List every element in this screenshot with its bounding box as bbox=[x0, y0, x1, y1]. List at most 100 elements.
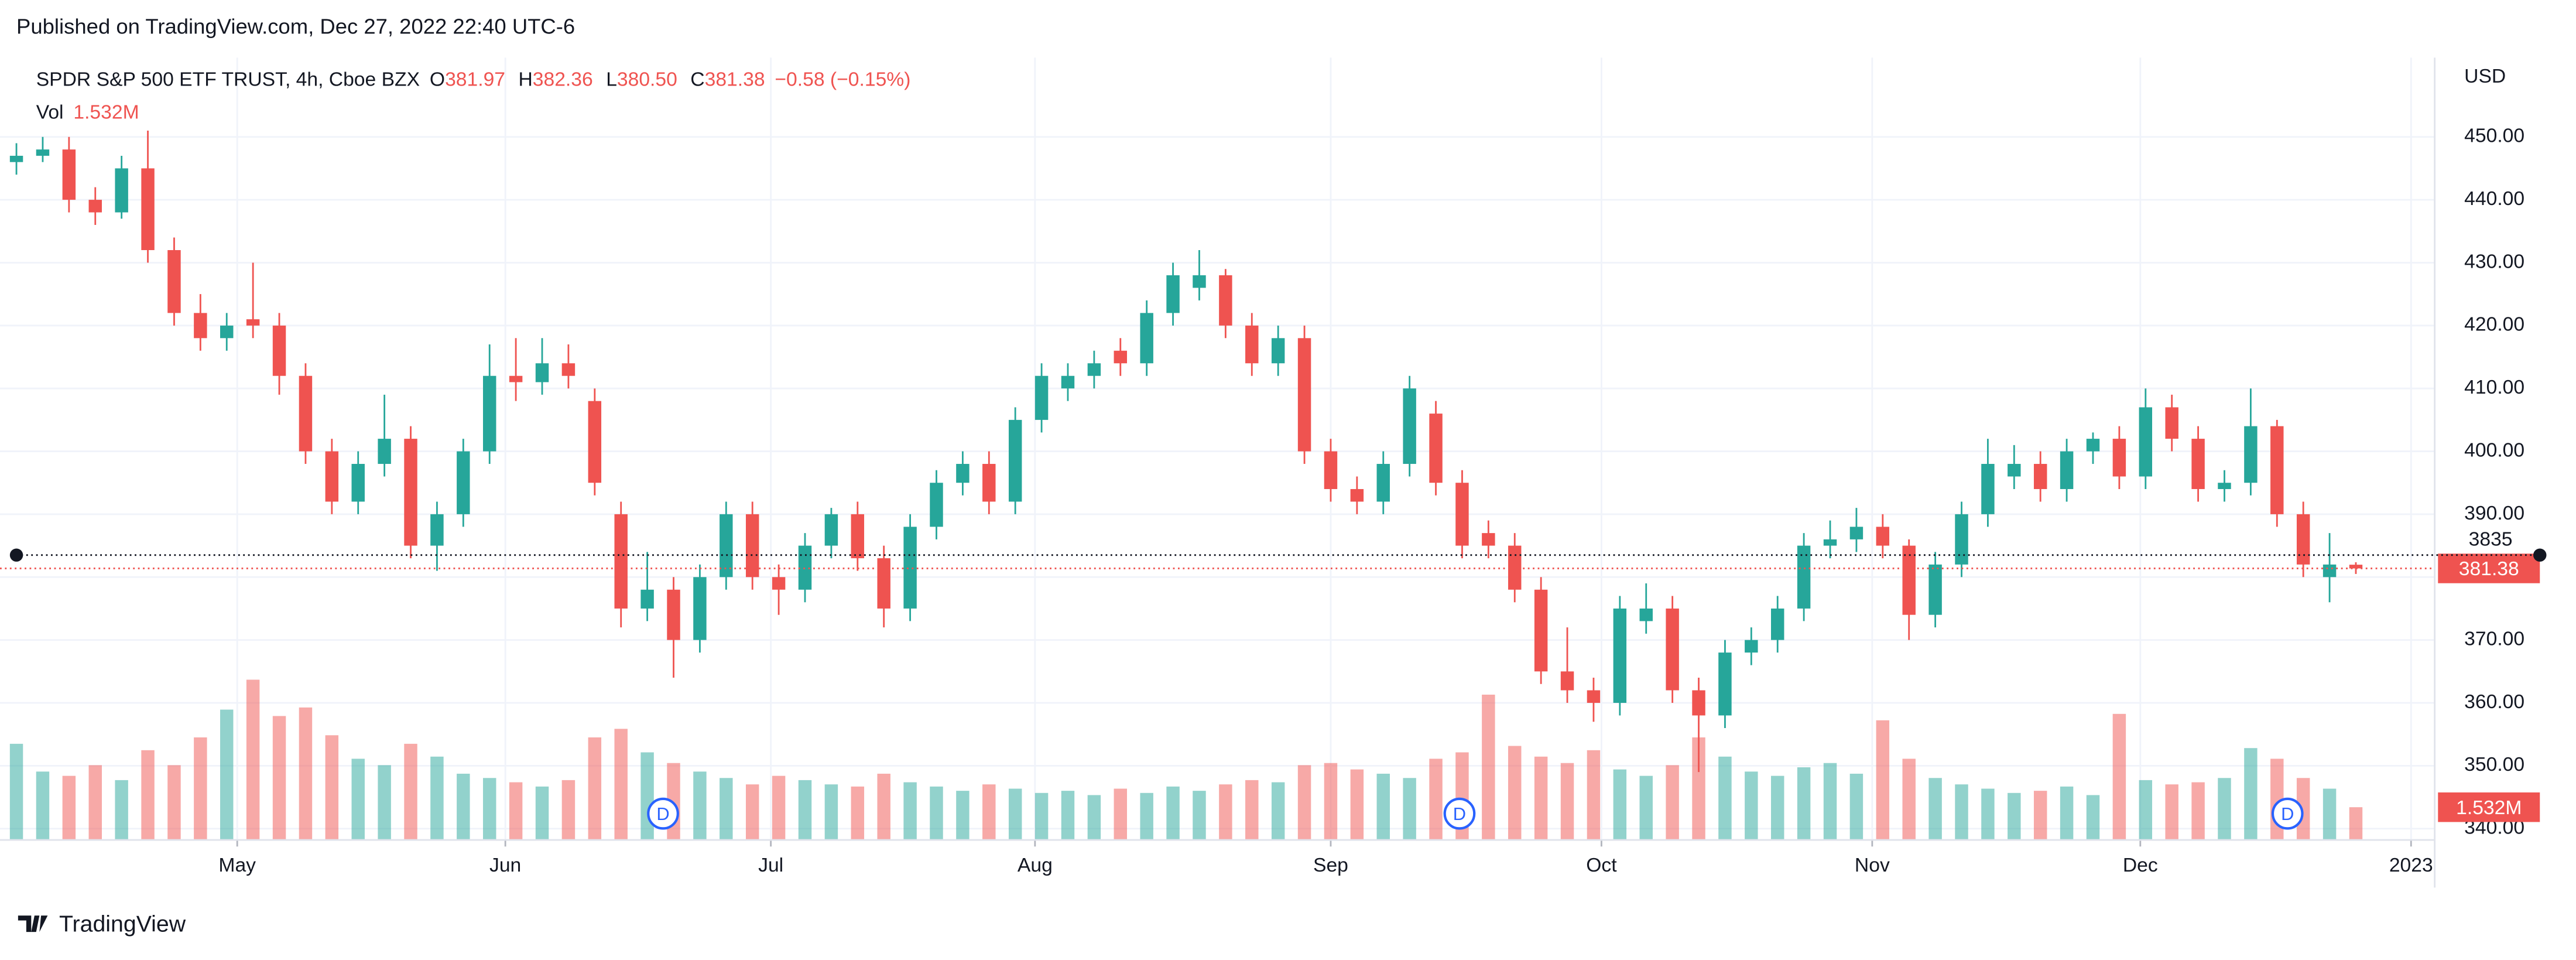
volume-bar bbox=[1219, 784, 1232, 841]
volume-bar bbox=[62, 775, 76, 841]
candle-body bbox=[1902, 545, 1916, 615]
volume-bar bbox=[272, 716, 286, 841]
volume-bar bbox=[325, 735, 339, 841]
volume-bar bbox=[1587, 750, 1601, 841]
volume-bar bbox=[1114, 788, 1127, 841]
candle-body bbox=[2060, 451, 2074, 489]
ohlc-value: 381.38 bbox=[705, 69, 765, 91]
candle-body bbox=[614, 514, 628, 609]
volume-bar bbox=[1560, 763, 1574, 841]
volume-bar bbox=[956, 791, 970, 841]
volume-bar bbox=[1955, 784, 1968, 841]
y-tick-label: 440.00 bbox=[2464, 188, 2524, 210]
candle-body bbox=[1245, 325, 1259, 364]
candle-body bbox=[1560, 671, 1574, 691]
candle-body bbox=[1666, 608, 1679, 691]
volume-bar bbox=[2112, 713, 2126, 841]
crosshair-dot bbox=[2533, 548, 2547, 562]
candle-body bbox=[2112, 439, 2126, 477]
candle-body bbox=[1718, 652, 1732, 716]
candle-body bbox=[2349, 565, 2363, 569]
volume-bar bbox=[483, 778, 496, 841]
candle-body bbox=[1587, 690, 1601, 703]
y-tick-label: 400.00 bbox=[2464, 439, 2524, 461]
candle-body bbox=[2033, 464, 2047, 489]
volume-bar bbox=[1350, 769, 1364, 841]
volume-bar bbox=[1797, 767, 1811, 841]
candle-body bbox=[1166, 275, 1180, 313]
candle-body bbox=[693, 577, 707, 640]
ohlc-name: H bbox=[518, 69, 532, 91]
volume-bar bbox=[2349, 807, 2363, 841]
volume-bar bbox=[430, 756, 444, 841]
candle-body bbox=[378, 439, 391, 464]
y-tick-label: 450.00 bbox=[2464, 125, 2524, 147]
candle-body bbox=[1797, 545, 1811, 609]
volume-bar bbox=[2218, 778, 2231, 841]
candle-body bbox=[982, 464, 996, 502]
candle-body bbox=[194, 313, 207, 339]
candle-body bbox=[1482, 533, 1495, 546]
volume-bar bbox=[1140, 792, 1153, 841]
dividend-marker bbox=[1443, 797, 1476, 830]
ohlc-name: L bbox=[606, 69, 617, 91]
crosshair-dot bbox=[9, 548, 23, 562]
candle-body bbox=[115, 168, 128, 213]
candle-body bbox=[1981, 464, 1995, 514]
volume-bar bbox=[930, 786, 943, 841]
volume-bar bbox=[1639, 775, 1653, 841]
volume-layer bbox=[9, 679, 2363, 841]
symbol-legend: SPDR S&P 500 ETF TRUST, 4h, Cboe BZX O381… bbox=[36, 69, 911, 91]
candle-body bbox=[561, 363, 576, 376]
volume-bar bbox=[115, 780, 128, 841]
candle-body bbox=[535, 363, 549, 382]
volume-bar bbox=[561, 780, 576, 841]
candle-body bbox=[588, 401, 602, 483]
candle-body bbox=[1876, 527, 1890, 546]
volume-bar bbox=[588, 737, 602, 841]
candle-body bbox=[1271, 338, 1285, 364]
candle-body bbox=[1823, 539, 1837, 546]
volume-bar bbox=[1324, 763, 1338, 841]
x-tick-label: May bbox=[218, 855, 256, 876]
volume-bar bbox=[1692, 737, 1705, 841]
x-tick-label: Nov bbox=[1855, 855, 1890, 876]
volume-bar bbox=[2008, 792, 2021, 841]
candle-body bbox=[2191, 439, 2205, 489]
change-value: −0.58 (−0.15%) bbox=[775, 69, 910, 91]
ohlc-value: 381.97 bbox=[445, 69, 505, 91]
volume-bar bbox=[772, 775, 786, 841]
volume-bar bbox=[1849, 773, 1864, 841]
candle-body bbox=[1350, 488, 1364, 502]
candle-body bbox=[930, 483, 943, 527]
volume-bar bbox=[903, 782, 917, 841]
candle-body bbox=[667, 589, 680, 640]
logo-icon bbox=[18, 915, 48, 932]
volume-bar bbox=[1666, 765, 1679, 841]
volume-bar bbox=[1008, 788, 1022, 841]
volume-bar bbox=[2191, 782, 2205, 841]
volume-bar bbox=[2060, 786, 2074, 841]
volume-bar bbox=[246, 679, 260, 841]
volume-bar bbox=[1193, 791, 1206, 841]
volume-bar bbox=[1718, 756, 1732, 841]
ohlc-value: 380.50 bbox=[617, 69, 677, 91]
volume-bar bbox=[1429, 759, 1443, 841]
dividend-label: D bbox=[1453, 804, 1466, 824]
volume-bar bbox=[798, 780, 812, 841]
candle-body bbox=[2139, 407, 2153, 477]
volume-bar bbox=[2033, 791, 2047, 841]
volume-bar bbox=[824, 784, 838, 841]
candle-body bbox=[2322, 564, 2337, 578]
volume-bar bbox=[1876, 720, 1890, 841]
volume-bar bbox=[640, 752, 654, 841]
candle-body bbox=[1849, 527, 1864, 539]
volume-bar bbox=[1403, 778, 1416, 841]
candle-body bbox=[430, 514, 444, 546]
volume-bar bbox=[2296, 778, 2310, 841]
volume-bar bbox=[1613, 769, 1627, 841]
volume-bar bbox=[1482, 694, 1495, 841]
candle-body bbox=[2165, 407, 2178, 439]
x-tick-label: Jul bbox=[758, 855, 783, 876]
